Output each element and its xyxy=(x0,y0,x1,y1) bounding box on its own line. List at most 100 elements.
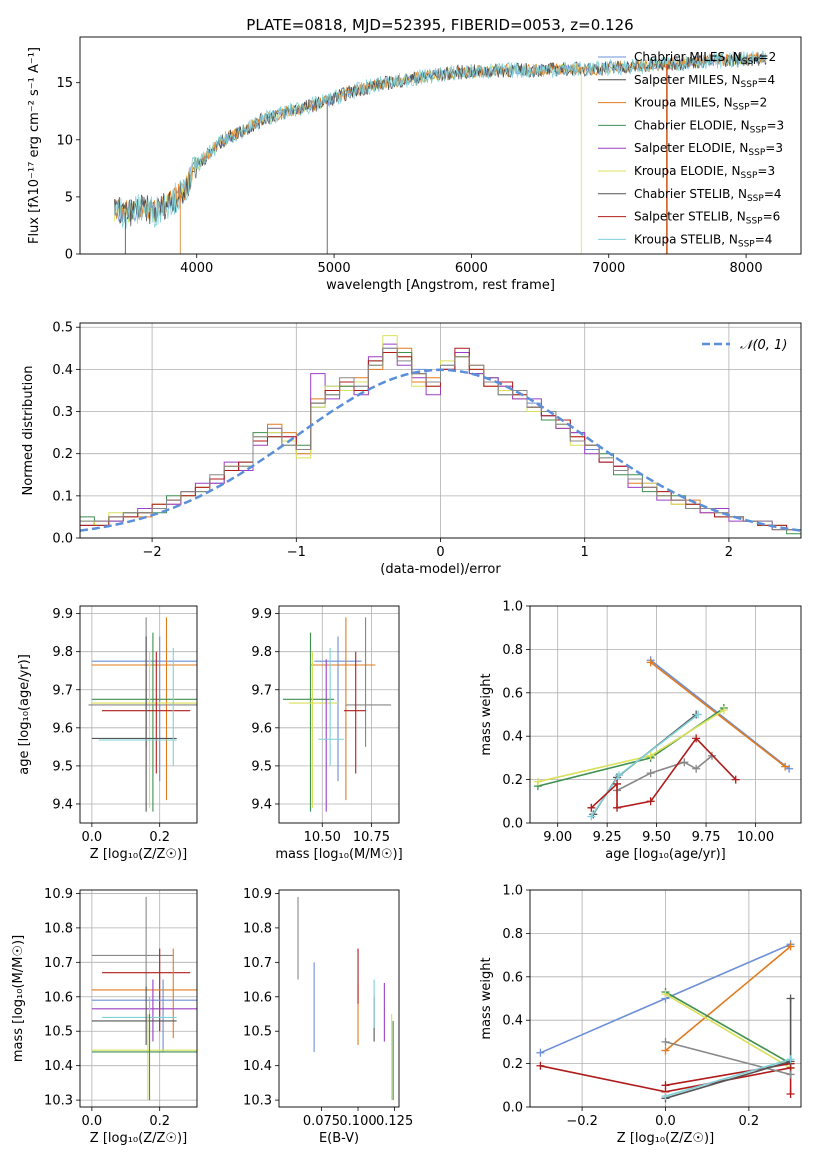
y-tick-label: 0.1 xyxy=(52,489,73,504)
x-tick-label: −1 xyxy=(287,545,306,560)
legend-label-sub: SSP xyxy=(742,57,759,67)
x-axis-label: E(B-V) xyxy=(319,1131,359,1146)
y-tick-label: 0.0 xyxy=(52,532,73,547)
legend-label-sub: SSP xyxy=(733,103,750,113)
spectrum-line xyxy=(113,50,767,229)
legend-label-tail: =3 xyxy=(757,164,775,178)
legend-label-main: Chabrier ELODIE, N xyxy=(634,118,750,132)
y-tick-label: 9.5 xyxy=(52,759,73,774)
x-tick-label: 5000 xyxy=(318,261,351,276)
legend-label-tail: =2 xyxy=(759,50,777,64)
figure-title: PLATE=0818, MJD=52395, FIBERID=0053, z=0… xyxy=(246,16,633,34)
y-axis-label: mass weight xyxy=(479,673,494,755)
y-tick-label: 10.7 xyxy=(44,956,73,971)
panel-mass_vs_EBV: 0.075 0.100 0.125 10.3 10.4 10.5 10.6 10.7 10.8 1… xyxy=(243,887,413,1146)
axes-frame xyxy=(278,605,400,824)
legend-label-main: Kroupa ELODIE, N xyxy=(634,164,741,178)
series-line xyxy=(665,991,791,1065)
y-tick-label: 9.5 xyxy=(251,759,272,774)
y-tick-label: 10.6 xyxy=(243,990,272,1005)
series-line xyxy=(590,737,737,809)
x-tick-label: 0.075 xyxy=(303,1114,340,1129)
legend-label: Chabrier ELODIE, NSSP=3 xyxy=(634,118,784,135)
axes-frame xyxy=(79,605,198,824)
legend-label: Salpeter ELODIE, NSSP=3 xyxy=(634,141,783,158)
y-tick-label: 0.3 xyxy=(52,405,73,420)
x-axis-label: Z [log₁₀(Z/Z☉)] xyxy=(90,1131,187,1146)
legend-label-main: Kroupa STELIB, N xyxy=(634,232,738,246)
legend-label-tail: =6 xyxy=(763,210,781,224)
x-tick-label: 0.0 xyxy=(82,1114,103,1129)
axes-frame xyxy=(529,889,802,1108)
series-line xyxy=(664,945,792,1052)
panel-massweight_vs_age: 9.00 9.25 9.50 9.75 10.00 0.0 0.2 0.4 0.6 0.8 1.0 a… xyxy=(479,600,802,862)
x-tick-label: 0.125 xyxy=(376,1114,413,1129)
marker-plus xyxy=(661,1081,670,1090)
legend-label-sub: SSP xyxy=(741,171,758,181)
marker-plus xyxy=(661,1046,670,1055)
y-tick-label: 0.6 xyxy=(502,686,523,701)
legend-label-sub: SSP xyxy=(741,80,758,90)
x-tick-label: 10.00 xyxy=(737,830,774,845)
marker-plus xyxy=(692,764,701,773)
y-axis-label: age [log₁₀(age/yr)] xyxy=(17,654,32,775)
axes-frame xyxy=(79,889,198,1108)
legend-label-tail: =3 xyxy=(766,118,784,132)
y-tick-label: 9.6 xyxy=(251,721,272,736)
y-tick-label: 10 xyxy=(56,133,73,148)
y-tick-label: 9.4 xyxy=(52,797,73,812)
y-tick-label: 9.7 xyxy=(251,683,272,698)
series-line xyxy=(665,993,792,1069)
y-axis-label: mass [log₁₀(M/M☉)] xyxy=(11,935,26,1062)
gaussian-curve xyxy=(80,368,801,532)
series-line xyxy=(592,713,697,815)
y-tick-label: 0.2 xyxy=(502,1057,523,1072)
y-tick-label: 9.9 xyxy=(52,607,73,622)
marker-plus xyxy=(694,710,703,719)
y-tick-label: 10.7 xyxy=(243,956,272,971)
marker-plus xyxy=(613,803,622,812)
legend-label-main: Kroupa MILES, N xyxy=(634,96,733,110)
panel-spectrum: 4000 5000 6000 7000 8000 0 5 10 15 wavelength [An… xyxy=(27,36,802,293)
y-tick-label: 9.8 xyxy=(52,645,73,660)
legend-label: Kroupa STELIB, NSSP=4 xyxy=(634,232,772,249)
x-tick-label: 0 xyxy=(436,545,444,560)
panel-massweight_vs_Z: −0.2 0.0 0.2 0.0 0.2 0.4 0.6 0.8 1.0 Z [log₁₀(Z/Z… xyxy=(479,884,802,1146)
x-tick-label: 10.75 xyxy=(353,830,390,845)
y-tick-label: 0.2 xyxy=(502,773,523,788)
y-tick-label: 10.9 xyxy=(243,887,272,902)
y-tick-label: 10.6 xyxy=(44,990,73,1005)
y-tick-label: 9.6 xyxy=(52,721,73,736)
marker-plus xyxy=(786,994,795,1003)
legend-label-sub: SSP xyxy=(748,148,765,158)
y-tick-label: 10.9 xyxy=(44,887,73,902)
panel-age_vs_Z: 0.0 0.2 9.4 9.5 9.6 9.7 9.8 9.9 Z [log₁₀(Z/Z☉)] a… xyxy=(17,605,198,862)
x-axis-label: (data-model)/error xyxy=(380,562,501,577)
y-tick-label: 0.8 xyxy=(502,927,523,942)
legend-label-main: Salpeter MILES, N xyxy=(634,73,741,87)
x-tick-label: 4000 xyxy=(180,261,213,276)
legend-label: Salpeter MILES, NSSP=4 xyxy=(634,73,775,90)
y-tick-label: 10.5 xyxy=(243,1025,272,1040)
legend-label-tail: =4 xyxy=(755,232,773,246)
legend-label: Salpeter STELIB, NSSP=6 xyxy=(634,210,780,227)
x-axis-label: age [log₁₀(age/yr)] xyxy=(605,847,726,862)
marker-plus xyxy=(786,1089,795,1098)
y-tick-label: 0.4 xyxy=(502,1014,523,1029)
y-tick-label: 10.4 xyxy=(243,1059,272,1074)
x-tick-label: 10.50 xyxy=(304,830,341,845)
legend-label: Chabrier MILES, NSSP=2 xyxy=(634,50,776,67)
y-tick-label: 0.4 xyxy=(52,363,73,378)
marker-plus xyxy=(587,803,596,812)
y-tick-label: 9.7 xyxy=(52,683,73,698)
y-tick-label: 10.3 xyxy=(243,1094,272,1109)
x-tick-label: −2 xyxy=(143,545,162,560)
legend-label: Kroupa ELODIE, NSSP=3 xyxy=(634,164,775,181)
axes-frame xyxy=(79,36,802,255)
marker-plus xyxy=(719,706,728,715)
x-tick-label: 9.00 xyxy=(543,830,572,845)
y-tick-label: 10.8 xyxy=(243,921,272,936)
y-tick-label: 1.0 xyxy=(502,884,523,899)
y-tick-label: 0.4 xyxy=(502,730,523,745)
